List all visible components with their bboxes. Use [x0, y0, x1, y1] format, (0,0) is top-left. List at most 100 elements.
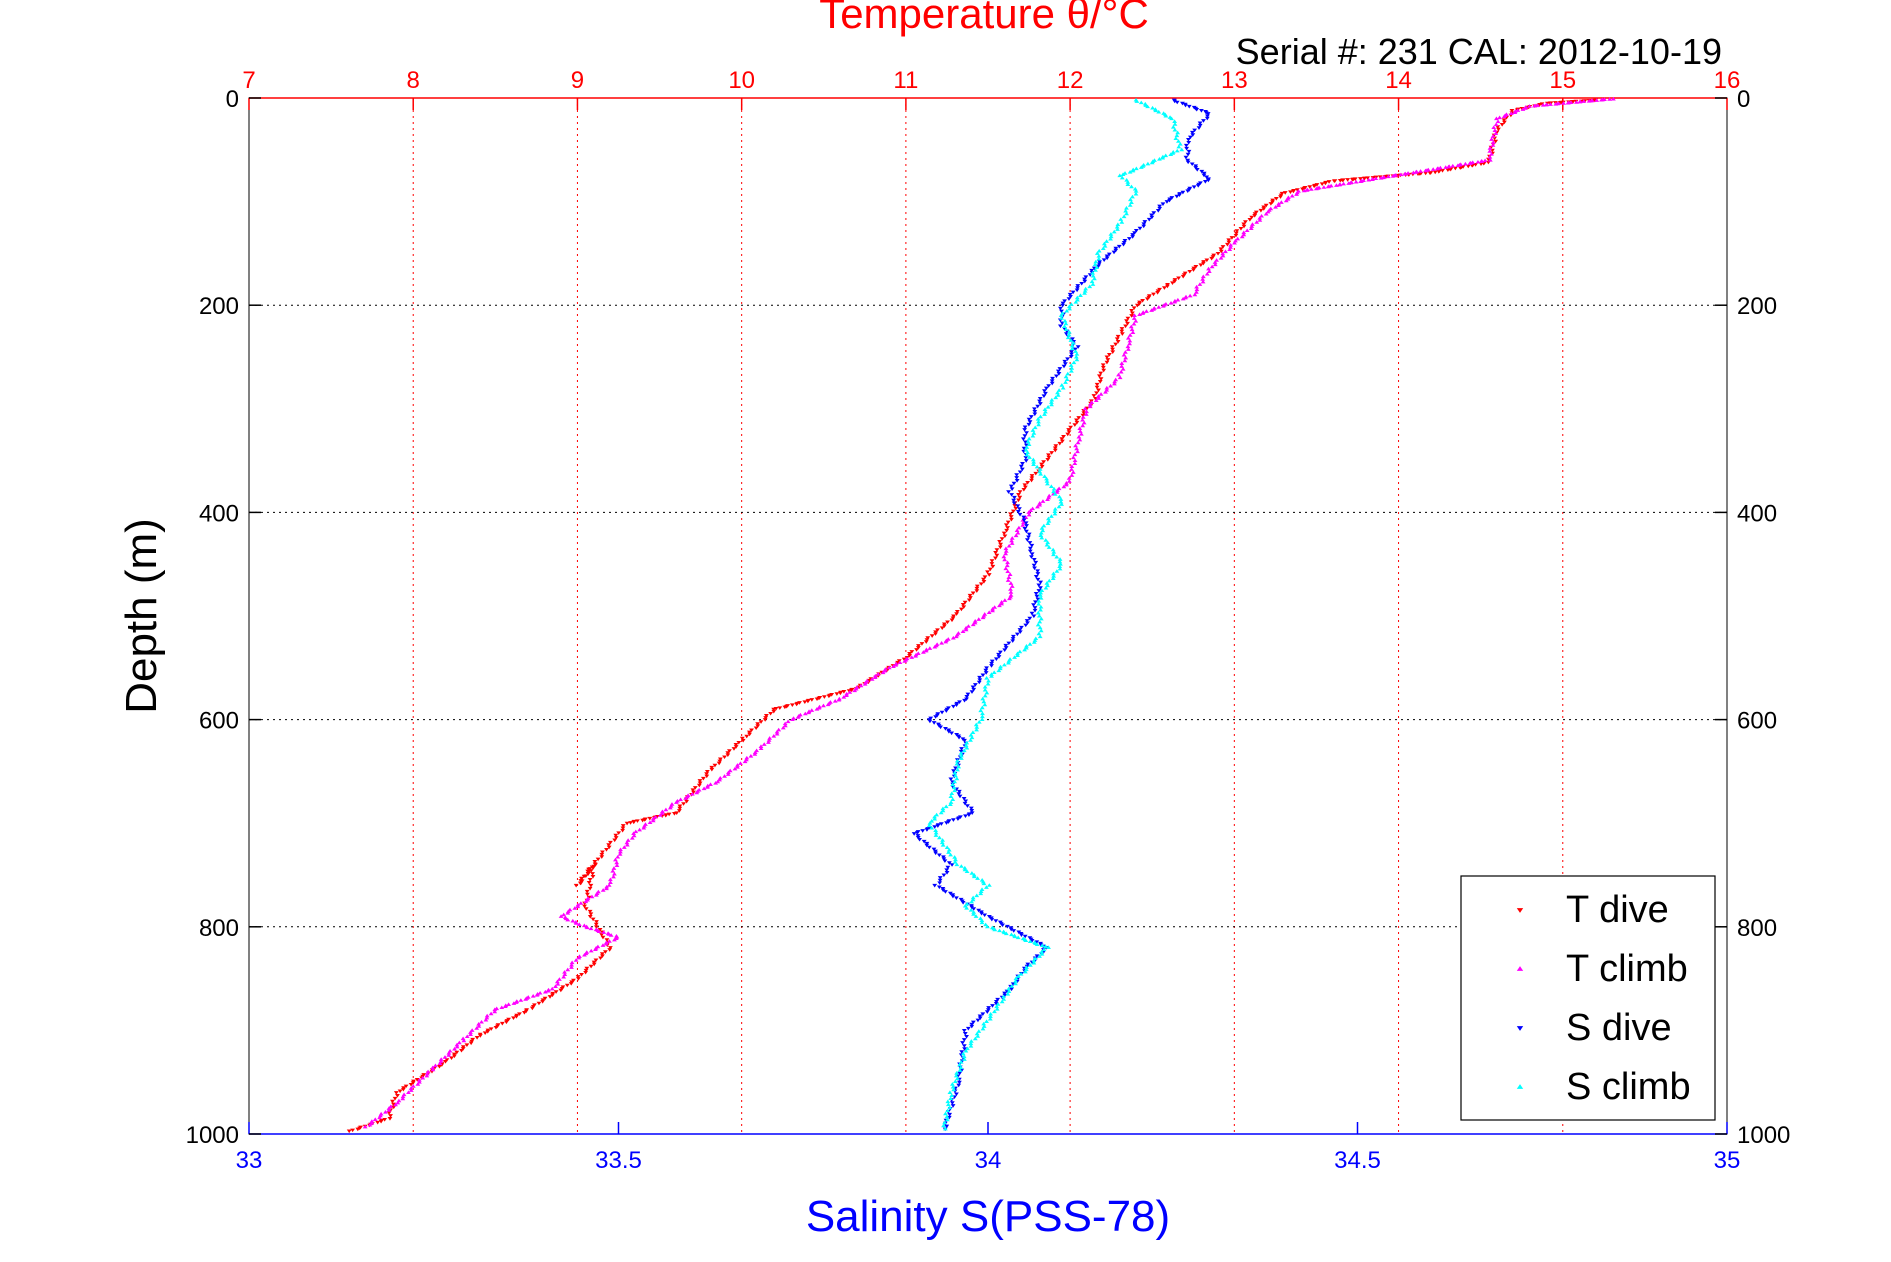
- data-point: [1010, 509, 1016, 514]
- data-point: [1218, 247, 1224, 252]
- data-point: [964, 869, 970, 873]
- data-point: [901, 657, 907, 662]
- data-point: [941, 855, 946, 860]
- data-point: [943, 709, 949, 713]
- data-point: [1075, 440, 1081, 445]
- data-point: [986, 678, 991, 683]
- data-point: [400, 1096, 406, 1101]
- temperature-tick-label: 12: [1057, 67, 1084, 94]
- data-point: [712, 763, 718, 768]
- data-point: [1079, 281, 1085, 286]
- data-point: [1091, 394, 1097, 398]
- data-point: [1029, 555, 1034, 559]
- data-point: [1017, 649, 1023, 654]
- data-point: [948, 777, 954, 782]
- data-point: [1022, 934, 1028, 939]
- data-point: [1033, 560, 1039, 565]
- data-point: [621, 845, 627, 849]
- data-point: [1434, 166, 1440, 171]
- data-point: [1033, 591, 1039, 596]
- data-point: [1096, 396, 1102, 400]
- data-point: [1068, 363, 1074, 367]
- data-point: [1035, 572, 1041, 576]
- data-point: [972, 683, 978, 687]
- data-point: [969, 690, 975, 694]
- data-point: [963, 799, 969, 804]
- data-point: [953, 1073, 959, 1078]
- data-point: [1064, 482, 1069, 487]
- data-point: [395, 1100, 401, 1105]
- data-point: [568, 982, 574, 986]
- data-point: [1065, 357, 1070, 361]
- data-point: [367, 1122, 373, 1127]
- data-point: [382, 1117, 388, 1122]
- data-point: [1023, 440, 1028, 445]
- data-point: [663, 807, 669, 812]
- data-point: [725, 751, 731, 755]
- data-point: [647, 816, 653, 821]
- data-point: [939, 710, 945, 715]
- data-point: [1094, 385, 1100, 390]
- data-point: [968, 1044, 974, 1048]
- data-point: [1008, 590, 1014, 594]
- data-point: [1487, 146, 1493, 150]
- data-point: [678, 797, 684, 802]
- data-point: [936, 885, 942, 890]
- data-point: [606, 843, 612, 847]
- data-point: [735, 764, 740, 769]
- data-point: [604, 848, 609, 852]
- data-point: [1185, 160, 1191, 165]
- data-point: [388, 1114, 393, 1118]
- data-point: [1051, 489, 1056, 494]
- data-point: [469, 1039, 475, 1044]
- data-point: [1096, 248, 1102, 253]
- data-point: [1022, 428, 1028, 432]
- data-point: [1011, 481, 1017, 486]
- data-point: [650, 818, 656, 823]
- data-point: [1009, 493, 1015, 497]
- data-point: [964, 1035, 969, 1039]
- data-point: [1185, 189, 1191, 194]
- data-point: [986, 883, 992, 887]
- data-point: [565, 967, 571, 972]
- data-point: [1072, 347, 1078, 352]
- data-point: [953, 634, 959, 639]
- data-point: [1023, 521, 1029, 525]
- data-point: [1045, 540, 1051, 545]
- data-point: [1115, 227, 1120, 231]
- data-point: [650, 816, 656, 821]
- data-point: [1065, 432, 1071, 437]
- data-point: [502, 1004, 508, 1009]
- data-point: [1423, 171, 1429, 176]
- data-point: [1026, 422, 1032, 427]
- legend-marker: [1516, 966, 1524, 971]
- data-point: [628, 821, 633, 825]
- data-point: [1041, 523, 1047, 528]
- data-point: [1196, 126, 1202, 130]
- data-point: [1238, 227, 1244, 231]
- data-point: [1102, 244, 1108, 248]
- data-point: [1334, 183, 1339, 187]
- data-point: [1119, 332, 1125, 336]
- data-point: [1080, 415, 1086, 419]
- data-point: [1038, 580, 1044, 585]
- data-point: [933, 715, 939, 719]
- data-point: [1023, 459, 1029, 463]
- data-point: [1037, 402, 1043, 406]
- data-point: [958, 1065, 964, 1070]
- data-point: [483, 1017, 489, 1022]
- data-point: [774, 731, 780, 736]
- data-point: [998, 542, 1004, 547]
- data-point: [1220, 245, 1226, 249]
- data-point: [1090, 282, 1096, 286]
- data-point: [1046, 455, 1052, 460]
- data-point: [408, 1086, 414, 1090]
- data-point: [992, 1009, 997, 1014]
- data-point: [970, 591, 976, 596]
- data-point: [933, 632, 938, 636]
- data-point: [971, 910, 977, 914]
- data-point: [1027, 963, 1033, 967]
- data-point: [454, 1042, 460, 1047]
- data-point: [1025, 450, 1031, 455]
- depth-tick-label-right: 400: [1737, 500, 1777, 527]
